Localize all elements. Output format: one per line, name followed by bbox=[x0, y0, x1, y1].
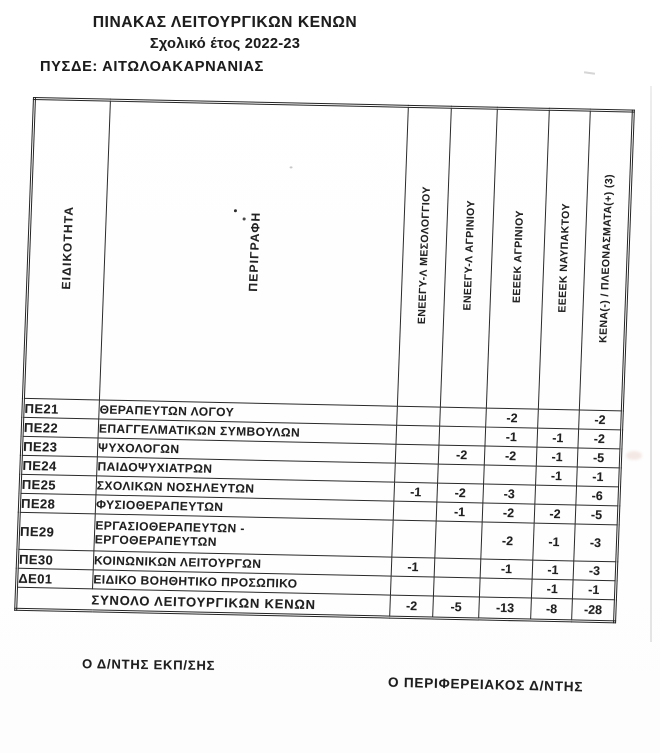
vacancy-value-cell: -1 bbox=[484, 427, 538, 448]
rotated-header-label: ΕΕΕΕΚ ΑΓΡΙΝΙΟΥ bbox=[510, 210, 526, 304]
scan-speck bbox=[289, 166, 293, 169]
specialty-code-cell: ΠΕ25 bbox=[19, 474, 97, 495]
vacancy-value-cell: -1 bbox=[531, 579, 574, 599]
specialty-code-cell: ΠΕ23 bbox=[21, 436, 99, 457]
vacancy-value-cell bbox=[479, 577, 533, 599]
vacancy-value-cell bbox=[394, 463, 439, 484]
vacancy-value-cell: -1 bbox=[576, 466, 621, 487]
vacancy-value-cell: -2 bbox=[480, 521, 535, 561]
vacancy-value-cell: -1 bbox=[436, 502, 483, 522]
vacancy-value-cell: -2 bbox=[438, 445, 485, 466]
vacancy-value-cell: -1 bbox=[391, 557, 435, 578]
title-block: ΠΙΝΑΚΑΣ ΛΕΙΤΟΥΡΓΙΚΩΝ ΚΕΝΩΝ Σχολικό έτος … bbox=[25, 14, 425, 52]
vacancy-value-cell: -6 bbox=[575, 485, 620, 506]
rotated-header-label: ΕΝΕΕΓΥ-Λ ΜΕΣΟΛΟΓΓΙΟΥ bbox=[415, 185, 433, 324]
col-header-specialty: ΕΙΔΙΚΟΤΗΤΑ bbox=[23, 98, 111, 400]
total-value-cell: -28 bbox=[571, 598, 616, 622]
specialty-code-cell: ΠΕ21 bbox=[22, 398, 100, 419]
vacancy-value-cell: -2 bbox=[578, 410, 623, 430]
vacancy-value-cell bbox=[391, 520, 437, 559]
vacancy-value-cell bbox=[439, 407, 487, 428]
vacancy-value-cell bbox=[395, 425, 440, 446]
vacancy-value-cell: -3 bbox=[573, 560, 617, 581]
specialty-code-cell: ΠΕ28 bbox=[19, 493, 96, 514]
vacancy-value-cell: -1 bbox=[536, 428, 579, 448]
vacancy-value-cell: -3 bbox=[573, 523, 619, 562]
vacancy-value-cell: -2 bbox=[482, 503, 535, 524]
scan-mark bbox=[583, 71, 596, 75]
vacancy-value-cell bbox=[393, 501, 437, 522]
vacancy-value-cell: -1 bbox=[532, 560, 574, 580]
vacancy-value-cell: -1 bbox=[536, 447, 578, 467]
vacancies-table: ΕΙΔΙΚΟΤΗΤΑ ΠΕΡΙΓΡΑΦΗ ΕΝΕΕΓΥ-Λ ΜΕΣΟΛΟΓΓΙΟΥ Ε… bbox=[14, 97, 635, 624]
vacancy-value-cell: -5 bbox=[575, 504, 619, 525]
vacancy-value-cell: -5 bbox=[577, 447, 621, 468]
rotated-header-label: ΕΝΕΕΓΥ-Λ ΑΓΡΙΝΙΟΥ bbox=[460, 200, 477, 311]
table-header-row: ΕΙΔΙΚΟΤΗΤΑ ΠΕΡΙΓΡΑΦΗ ΕΝΕΕΓΥ-Λ ΜΕΣΟΛΟΓΓΙΟΥ Ε… bbox=[23, 98, 634, 411]
vacancy-value-cell bbox=[437, 464, 485, 485]
rotated-header-label: ΕΙΔΙΚΟΤΗΤΑ bbox=[58, 205, 77, 290]
signature-caption-regional-director: Ο ΠΕΡΙΦΕΡΕΙΑΚΟΣ Δ/ΝΤΗΣ bbox=[387, 674, 584, 695]
rotated-header-label: ΠΕΡΙΓΡΑΦΗ bbox=[245, 211, 263, 292]
vacancy-value-cell bbox=[483, 465, 537, 486]
specialty-code-cell: ΠΕ22 bbox=[22, 417, 99, 438]
description-cell: ΕΡΓΑΣΙΟΘΕΡΑΠΕΥΤΩΝ - ΕΡΓΟΘΕΡΑΠΕΥΤΩΝ bbox=[93, 513, 394, 558]
vacancy-value-cell: -3 bbox=[482, 484, 536, 505]
vacancy-value-cell bbox=[434, 558, 481, 578]
total-value-cell: -13 bbox=[478, 596, 532, 621]
vacancy-value-cell bbox=[537, 409, 580, 429]
rotated-header-label: ΚΕΝΑ(-) / ΠΛΕΟΝΑΣΜΑΤΑ(+) (3) bbox=[596, 173, 615, 344]
vacancies-table-wrap: ΕΙΔΙΚΟΤΗΤΑ ΠΕΡΙΓΡΑΦΗ ΕΝΕΕΓΥ-Λ ΜΕΣΟΛΟΓΓΙΟΥ Ε… bbox=[14, 97, 635, 624]
specialty-code-cell: ΠΕ24 bbox=[20, 455, 98, 476]
specialty-code-cell: ΔΕ01 bbox=[16, 568, 94, 589]
page-edge-shadow bbox=[650, 86, 652, 642]
scan-smudge bbox=[626, 451, 642, 460]
vacancy-value-cell: -1 bbox=[393, 482, 438, 503]
vacancy-value-cell: -1 bbox=[532, 523, 576, 561]
vacancy-value-cell: -2 bbox=[577, 428, 622, 449]
rotated-header-label: ΕΕΕΕΚ ΝΑΥΠΑΚΤΟΥ bbox=[556, 202, 573, 313]
vacancy-value-cell bbox=[395, 444, 439, 465]
vacancy-value-cell bbox=[438, 426, 486, 447]
vacancy-value-cell bbox=[390, 576, 435, 596]
document-title: ΠΙΝΑΚΑΣ ΛΕΙΤΟΥΡΓΙΚΩΝ ΚΕΝΩΝ bbox=[92, 14, 358, 31]
vacancy-value-cell: -2 bbox=[484, 446, 537, 467]
total-value-cell: -8 bbox=[530, 598, 573, 621]
vacancy-value-cell: -2 bbox=[534, 504, 576, 524]
signature-caption-director: Ο Δ/ΝΤΗΣ ΕΚΠ/ΣΗΣ bbox=[81, 656, 216, 673]
col-header-description: ΠΕΡΙΓΡΑΦΗ bbox=[99, 100, 409, 407]
specialty-code-cell: ΠΕ29 bbox=[17, 512, 96, 551]
vacancy-value-cell: -1 bbox=[480, 558, 533, 580]
vacancy-value-cell bbox=[433, 577, 481, 597]
vacancy-value-cell bbox=[396, 406, 441, 427]
vacancy-value-cell: -1 bbox=[572, 579, 617, 600]
school-year-subtitle: Σχολικό έτος 2022-23 bbox=[149, 36, 301, 52]
vacancy-value-cell: -2 bbox=[436, 483, 484, 504]
total-value-cell: -5 bbox=[432, 595, 480, 619]
total-value-cell: -2 bbox=[389, 595, 434, 618]
vacancy-value-cell: -2 bbox=[485, 408, 539, 429]
vacancy-value-cell: -1 bbox=[535, 466, 578, 486]
region-heading: ΠΥΣΔΕ: ΑΙΤΩΛΟΑΚΑΡΝΑΝΙΑΣ bbox=[40, 59, 264, 75]
vacancy-value-cell bbox=[534, 485, 577, 505]
scan-speck bbox=[242, 217, 246, 220]
specialty-code-cell: ΠΕ30 bbox=[17, 549, 94, 570]
vacancy-value-cell bbox=[434, 521, 483, 559]
